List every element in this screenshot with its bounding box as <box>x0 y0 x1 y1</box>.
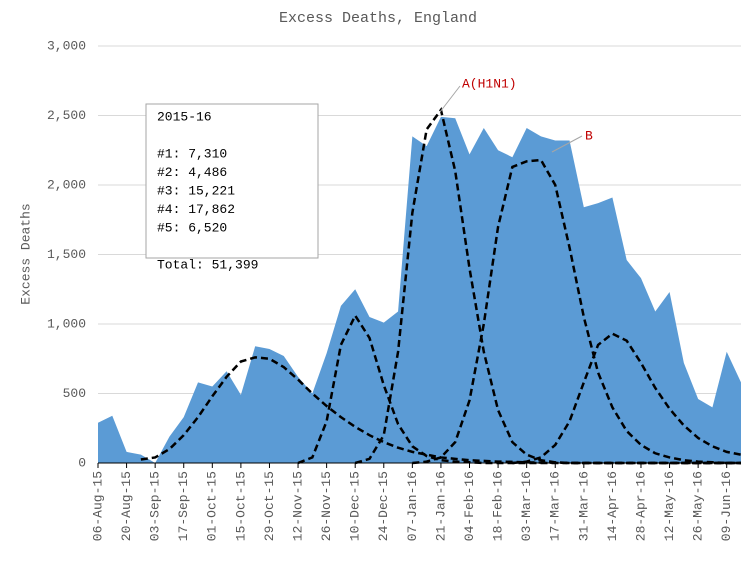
y-axis-label: Excess Deaths <box>18 203 33 304</box>
x-tick-label: 03-Mar-16 <box>519 471 534 541</box>
curve <box>412 158 741 465</box>
y-tick-label: 1,500 <box>47 247 86 262</box>
y-tick-label: 1,000 <box>47 316 86 331</box>
text-box-line: Total: 51,399 <box>157 257 258 272</box>
chart-title: Excess Deaths, England <box>279 10 477 27</box>
x-tick-label: 09-Jun-16 <box>719 471 734 541</box>
x-tick-label: 04-Feb-16 <box>462 471 477 541</box>
text-box <box>145 103 319 259</box>
annotation: B <box>585 128 593 143</box>
x-tick-label: 14-Apr-16 <box>605 471 620 541</box>
x-tick-label: 26-Nov-15 <box>319 471 334 541</box>
x-tick-label: 10-Dec-15 <box>348 471 363 541</box>
annotation-leader <box>551 135 583 153</box>
x-tick-label: 12-May-16 <box>662 471 677 541</box>
x-tick-label: 20-Aug-15 <box>119 471 134 541</box>
x-tick-label: 18-Feb-16 <box>491 471 506 541</box>
x-tick-label: 31-Mar-16 <box>576 471 591 541</box>
x-tick-label: 01-Oct-15 <box>205 471 220 541</box>
y-tick-label: 2,000 <box>47 177 86 192</box>
area <box>98 116 741 463</box>
annotation-leader <box>439 85 461 113</box>
x-tick-label: 17-Mar-16 <box>548 471 563 541</box>
x-tick-label: 12-Nov-15 <box>290 471 305 541</box>
text-box-line: 2015-16 <box>157 109 212 124</box>
text-box-line: #4: 17,862 <box>157 202 235 217</box>
x-tick-label: 17-Sep-15 <box>176 471 191 541</box>
x-tick-label: 07-Jan-16 <box>405 471 420 541</box>
x-tick-label: 15-Oct-15 <box>233 471 248 541</box>
x-tick-label: 03-Sep-15 <box>148 471 163 541</box>
x-tick-label: 21-Jan-16 <box>433 471 448 541</box>
y-tick-label: 2,500 <box>47 108 86 123</box>
x-tick-label: 26-May-16 <box>691 471 706 541</box>
x-tick-label: 29-Oct-15 <box>262 471 277 541</box>
text-box-line: #5: 6,520 <box>157 220 227 235</box>
x-tick-label: 28-Apr-16 <box>633 471 648 541</box>
x-tick-label: 06-Aug-15 <box>90 471 105 541</box>
y-tick-label: 0 <box>78 455 86 470</box>
y-tick-label: 500 <box>63 386 86 401</box>
annotation: A(H1N1) <box>462 76 517 91</box>
text-box-line: #2: 4,486 <box>157 165 227 180</box>
curve <box>512 332 742 465</box>
x-tick-label: 24-Dec-15 <box>376 471 391 541</box>
text-box-line: #1: 7,310 <box>157 146 227 161</box>
y-tick-label: 3,000 <box>47 38 86 53</box>
text-box-line: #3: 15,221 <box>157 183 235 198</box>
